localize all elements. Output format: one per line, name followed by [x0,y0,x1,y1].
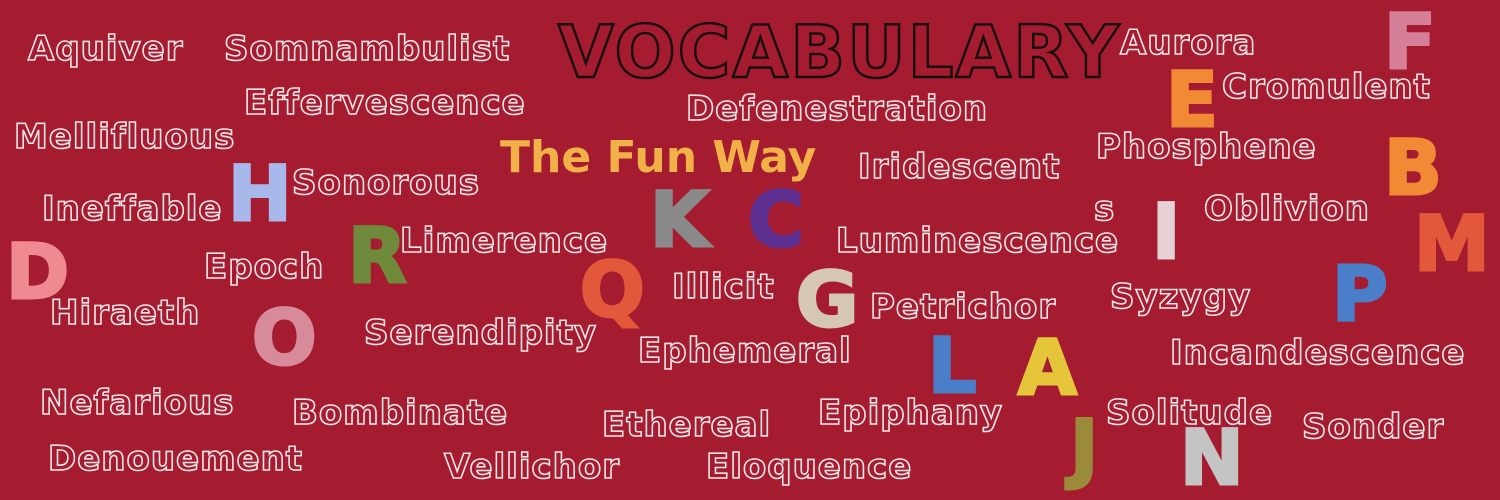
word-phosphene: Phosphene [1095,127,1317,167]
word-ephemeral: Ephemeral [637,331,852,371]
letter-o: O [251,293,319,382]
letter-i: I [1150,187,1181,276]
letter-m: M [1413,199,1492,288]
word-illicit: Illicit [671,267,775,307]
letter-a: A [1017,323,1079,412]
letter-h: H [227,149,294,238]
word-luminescence: Luminescence [835,221,1120,261]
word-somnambulist: Somnambulist [223,29,511,69]
word-vellichor: Vellichor [443,447,620,487]
letter-f: F [1383,0,1438,86]
word-defenestration: Defenestration [685,89,989,129]
word-cromulent: Cromulent [1221,67,1431,107]
letter-c: C [747,175,806,264]
letter-b: B [1383,123,1444,212]
word-serendipity: Serendipity [363,313,597,353]
letter-l: L [926,321,977,410]
word-solitude: Solitude [1105,393,1274,433]
word-limerence: Limerence [399,221,609,261]
word-denouement: Denouement [47,439,304,479]
letter-r: R [347,211,409,300]
word-eloquence: Eloquence [705,447,913,487]
letter-j: J [1068,403,1099,492]
word-sonder: Sonder [1301,407,1445,447]
letter-q: Q [579,245,647,334]
word-bombinate: Bombinate [291,393,509,433]
word-sonorous: Sonorous [291,163,480,203]
word-aurora: Aurora [1119,23,1257,63]
word-iridescent: Iridescent [857,147,1061,187]
banner-title: VOCABULARY [557,10,1121,94]
word-hiraeth: Hiraeth [49,293,201,333]
word-epoch: Epoch [203,247,325,287]
banner-subtitle: The Fun Way [500,132,817,183]
letter-p: P [1331,249,1390,338]
letter-d: D [4,227,70,316]
word-petrichor: Petrichor [869,287,1057,327]
letter-n: N [1179,413,1246,500]
word-syzygy: Syzygy [1109,277,1252,317]
letter-e: E [1165,55,1220,144]
word-epiphany: Epiphany [817,393,1004,433]
word-mellifluous: Mellifluous [13,117,236,157]
letter-k: K [649,175,711,264]
letter-g: G [794,255,859,344]
word-ineffable: Ineffable [41,189,223,229]
word-ethereal: Ethereal [601,405,772,445]
word-oblivion: Oblivion [1203,189,1370,229]
word-incandescence: Incandescence [1169,333,1466,373]
word-s: s [1093,189,1116,229]
word-effervescence: Effervescence [243,83,526,123]
word-aquiver: Aquiver [27,29,184,69]
word-nefarious: Nefarious [39,383,235,423]
